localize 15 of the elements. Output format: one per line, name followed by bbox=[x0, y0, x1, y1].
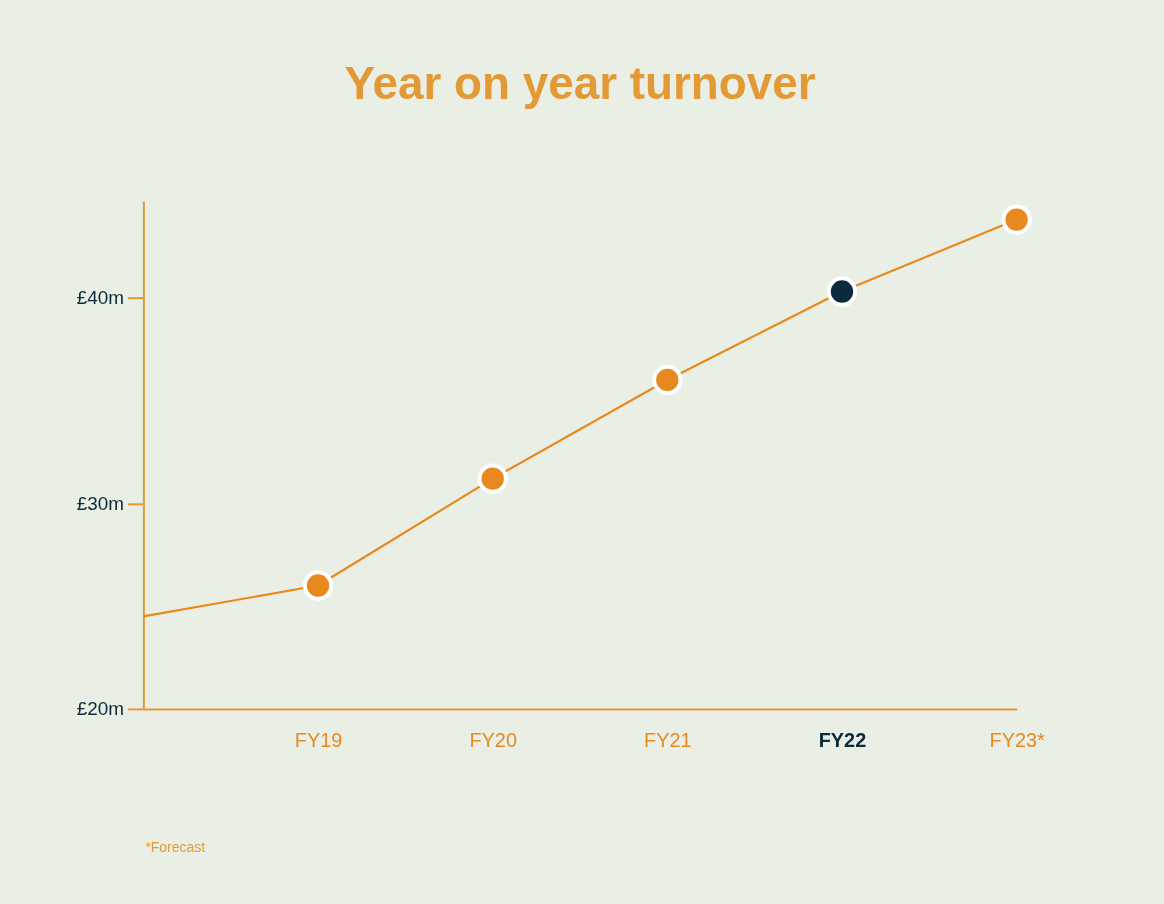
y-tick-label: £30m bbox=[76, 492, 124, 514]
point bbox=[477, 463, 508, 494]
point bbox=[826, 276, 858, 307]
point bbox=[302, 570, 334, 601]
y-tick-label: £20m bbox=[76, 698, 124, 720]
point bbox=[1001, 204, 1032, 235]
text: *Forecast bbox=[145, 839, 206, 856]
x-tick-label: FY19 bbox=[294, 729, 343, 752]
x-tick-label: FY23* bbox=[989, 729, 1046, 752]
x-tick-label: FY20 bbox=[469, 729, 517, 752]
y-tick-label: £40m bbox=[76, 287, 124, 309]
chart-title: Year on year turnover bbox=[344, 57, 816, 109]
x-tick-label: FY22 bbox=[818, 729, 867, 752]
x-tick-label: FY21 bbox=[644, 729, 692, 752]
point bbox=[652, 364, 683, 396]
